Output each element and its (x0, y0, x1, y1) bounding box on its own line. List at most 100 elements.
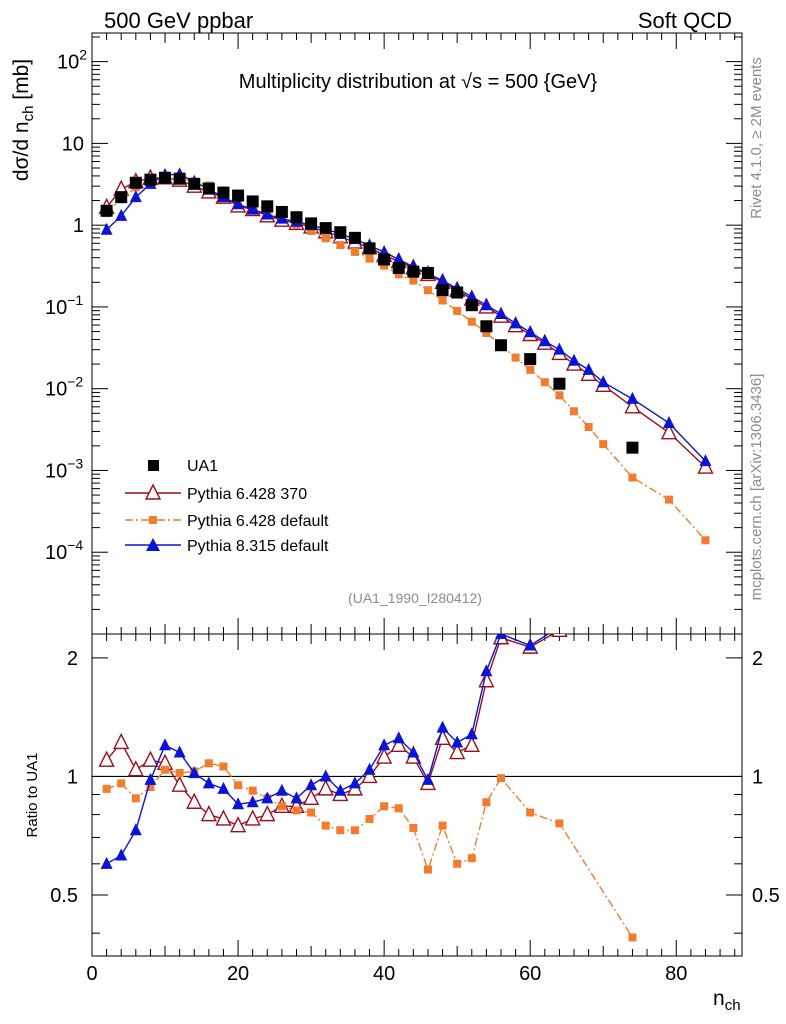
data-point-ua1 (451, 286, 464, 299)
data-point-pythia-6-428-default (365, 254, 374, 263)
legend-entry-pythia6-default: Pythia 6.428 default (125, 513, 329, 530)
ratio-point-pythia-6-428-370 (113, 732, 130, 750)
ratio-point-pythia-8-315-default (319, 769, 332, 782)
data-point-ua1 (407, 265, 420, 278)
ratio-point-pythia-6-428-default (175, 769, 184, 778)
ratio-point-pythia-6-428-370 (229, 816, 247, 833)
ratio-point-pythia-8-315-default (275, 783, 288, 796)
ratio-point-pythia-6-428-default (219, 762, 228, 771)
data-point-ua1 (159, 171, 172, 184)
data-point-pythia-6-428-default (336, 241, 345, 250)
ratio-point-pythia-6-428-default (496, 774, 505, 783)
data-point-ua1 (436, 284, 449, 297)
legend-marker-pythia6-370 (144, 483, 162, 500)
ratio-point-pythia-8-315-default (421, 772, 434, 785)
y-tick-label-exp: −1 (67, 292, 83, 308)
y-tick-label: 10−3 (45, 455, 83, 482)
data-point-ua1 (524, 353, 537, 366)
y-tick-label-exp: 2 (79, 47, 87, 63)
data-point-pythia-6-428-default (511, 353, 520, 362)
ratio-point-pythia-6-428-default (248, 786, 257, 795)
legend-marker-pythia8-default (146, 538, 160, 551)
data-point-pythia-6-428-default (423, 286, 432, 295)
data-point-ua1 (129, 176, 142, 189)
ratio-tick-label-right: 0.5 (752, 885, 780, 907)
data-point-pythia-8-315-default (129, 190, 142, 203)
data-point-ua1 (275, 205, 288, 218)
data-point-pythia-6-428-default (482, 328, 491, 337)
data-point-pythia-8-315-default (509, 316, 522, 329)
data-point-pythia-6-428-370 (660, 423, 678, 440)
main-plot-series (98, 167, 714, 545)
data-point-ua1 (115, 191, 128, 204)
ratio-plot-series (98, 634, 637, 942)
y-tick-label-exp: −2 (67, 374, 83, 390)
legend-entry-ua1: UA1 (148, 458, 218, 475)
ratio-tick-label-right: 2 (752, 648, 763, 670)
data-point-pythia-8-315-default (436, 273, 449, 286)
ratio-y-axis-label: Ratio to UA1 (24, 752, 41, 837)
data-point-ua1 (319, 222, 332, 235)
ratio-point-pythia-6-428-default (555, 819, 564, 828)
data-point-pythia-8-315-default (597, 375, 610, 388)
data-point-pythia-6-428-default (307, 226, 316, 235)
ratio-point-pythia-8-315-default (378, 738, 391, 751)
ratio-series-pythia-8-315-default (100, 634, 550, 869)
ratio-point-pythia-6-428-default (526, 808, 535, 817)
ratio-point-pythia-6-428-default (131, 794, 140, 803)
data-point-pythia-6-428-default (409, 276, 418, 285)
ratio-point-pythia-8-315-default (144, 772, 157, 785)
ratio-point-pythia-6-428-default (453, 859, 462, 868)
y-tick-label-base: 10 (45, 460, 67, 482)
data-point-pythia-6-428-default (526, 365, 535, 374)
y-axis-label-main: dσ/d n (10, 121, 33, 181)
ratio-point-pythia-6-428-370 (171, 775, 188, 792)
data-point-ua1 (100, 204, 113, 217)
legend-entry-pythia8-default: Pythia 8.315 default (125, 538, 329, 555)
ratio-point-pythia-8-315-default (392, 731, 405, 744)
ratio-point-pythia-8-315-default (407, 745, 420, 758)
data-point-ua1 (144, 173, 157, 186)
ratio-point-pythia-8-315-default (465, 727, 478, 740)
data-point-ua1 (392, 261, 405, 274)
ratio-point-pythia-6-428-370 (215, 809, 232, 826)
ratio-point-pythia-6-428-370 (551, 634, 568, 638)
data-point-pythia-6-428-default (438, 296, 447, 305)
series-ua1 (100, 171, 639, 454)
ratio-point-pythia-8-315-default (217, 781, 230, 794)
data-point-pythia-8-315-default (232, 197, 245, 210)
ratio-point-pythia-8-315-default (305, 778, 318, 791)
data-point-pythia-8-315-default (662, 416, 675, 429)
data-point-pythia-8-315-default (538, 334, 551, 347)
ratio-series-pythia-6-428-370 (98, 634, 568, 833)
ratio-plot-frame (91, 633, 743, 957)
header-right: Soft QCD (638, 8, 732, 33)
ratio-point-pythia-6-428-default (409, 823, 418, 832)
data-point-ua1 (480, 320, 493, 333)
ratio-point-pythia-6-428-370 (259, 805, 276, 822)
data-point-ua1 (261, 200, 274, 213)
data-point-pythia-6-428-default (394, 270, 403, 279)
ratio-point-pythia-8-315-default (188, 766, 201, 779)
data-point-ua1 (173, 172, 186, 185)
data-point-pythia-8-315-default (626, 391, 639, 404)
header-left: 500 GeV ppbar (104, 8, 253, 33)
ratio-point-pythia-6-428-default (234, 781, 243, 790)
data-point-pythia-8-315-default (100, 222, 113, 235)
data-point-pythia-8-315-default (699, 454, 712, 467)
data-point-pythia-6-428-default (664, 495, 673, 504)
ratio-point-pythia-6-428-370 (463, 735, 480, 752)
ratio-point-pythia-6-428-370 (244, 809, 261, 826)
data-point-pythia-6-428-default (599, 440, 608, 449)
y-tick-label-base: 1 (73, 215, 84, 237)
data-point-ua1 (188, 177, 201, 190)
data-point-pythia-6-428-370 (624, 397, 641, 414)
data-point-ua1 (348, 231, 361, 244)
analysis-id: (UA1_1990_I280412) (348, 590, 482, 606)
ratio-tick-label-left: 1 (67, 766, 78, 788)
data-point-pythia-6-428-default (555, 391, 564, 400)
data-point-pythia-6-428-default (467, 317, 476, 326)
data-point-pythia-6-428-default (321, 234, 330, 243)
ratio-series-pythia-6-428-default (102, 759, 637, 942)
